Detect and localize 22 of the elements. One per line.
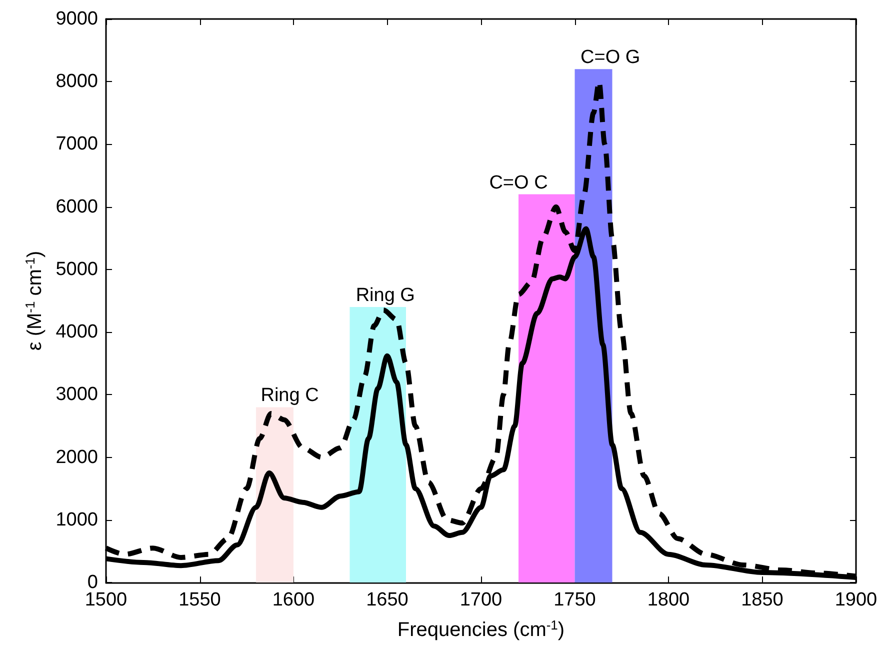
annotation: Ring G <box>356 285 415 306</box>
x-tick-label: 1600 <box>272 590 315 610</box>
annotation: Ring C <box>260 385 319 406</box>
y-tick-label: 2000 <box>56 446 98 468</box>
x-tick-label: 1900 <box>834 590 878 610</box>
y-axis-title: ε (M-1 cm-1) <box>22 250 46 351</box>
x-tick-label: 1700 <box>460 590 502 610</box>
y-tick-label: 5000 <box>56 258 98 280</box>
y-tick-label: 3000 <box>56 384 98 406</box>
y-tick-label: 6000 <box>56 196 98 218</box>
annotation: C=O G <box>580 47 640 68</box>
x-tick-label: 1650 <box>366 590 408 610</box>
y-tick-label: 4000 <box>56 322 98 343</box>
annotation: C=O C <box>489 172 548 194</box>
x-tick-label: 1750 <box>554 590 596 610</box>
x-tick-label: 1550 <box>178 590 221 610</box>
y-tick-label: 1000 <box>56 509 98 530</box>
y-tick-label: 7000 <box>56 134 98 155</box>
y-tick-label: 9000 <box>56 8 98 30</box>
x-tick-label: 1850 <box>741 590 784 610</box>
y-tick-label: 8000 <box>56 71 98 92</box>
x-tick-label: 1800 <box>647 590 690 610</box>
